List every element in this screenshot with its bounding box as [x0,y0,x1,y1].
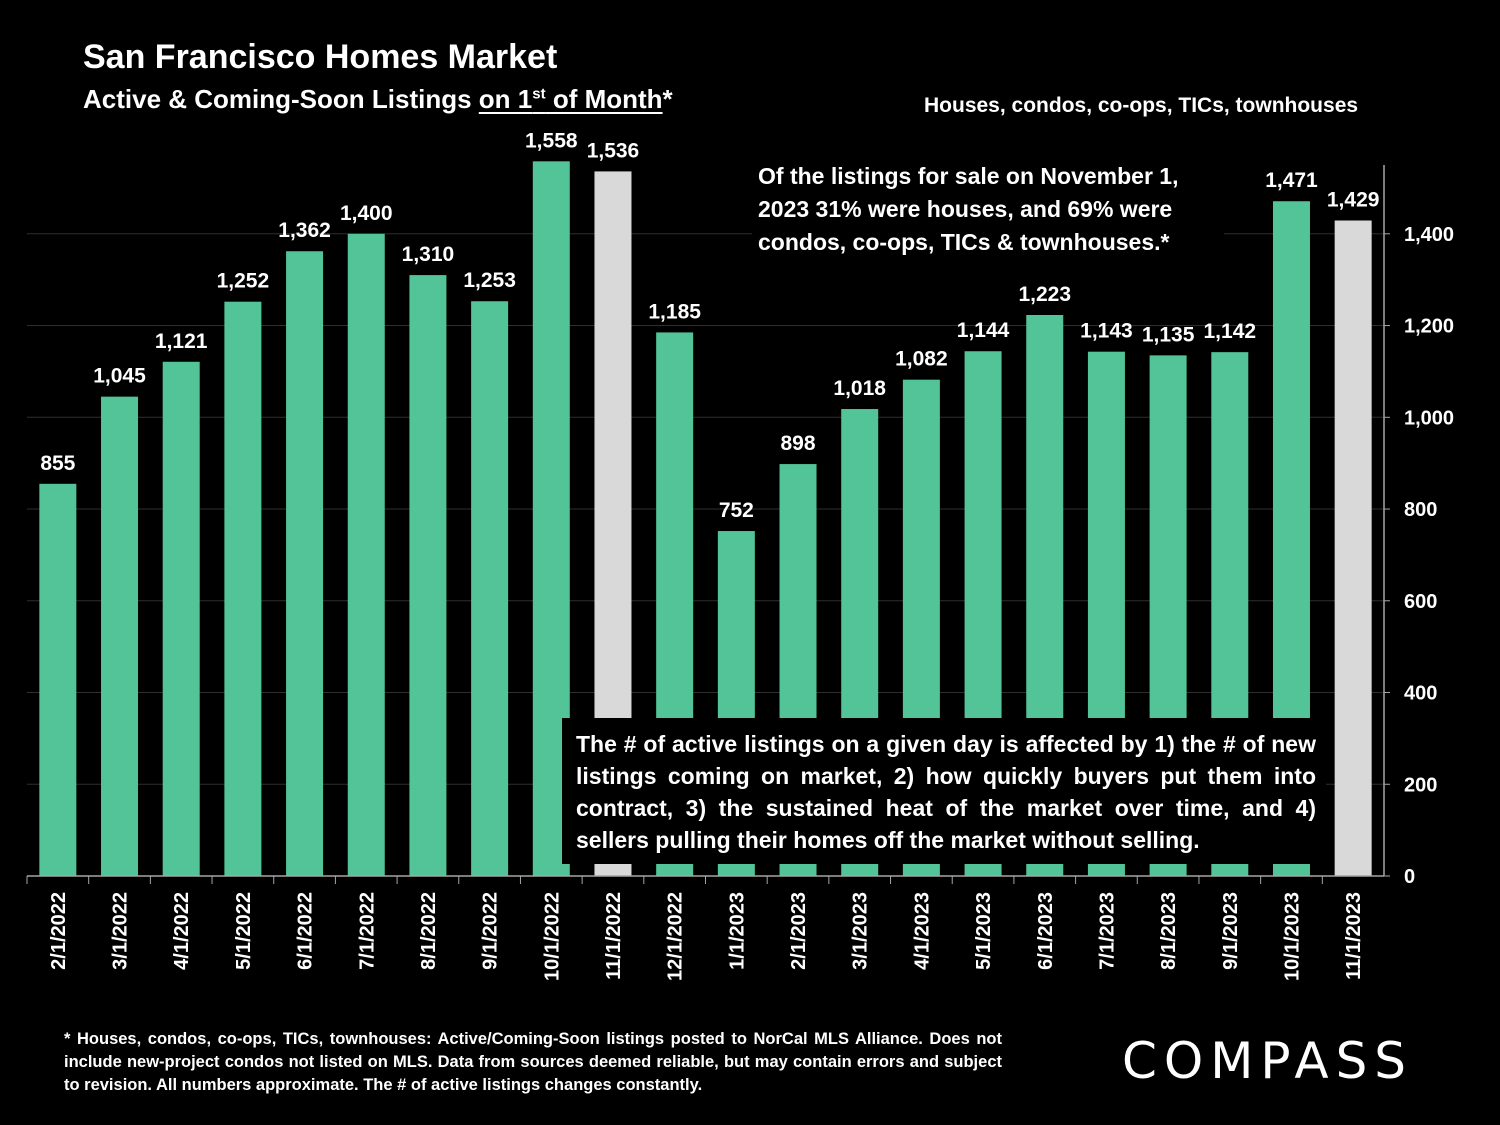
value-label: 1,082 [895,348,948,371]
x-tick-label: 10/1/2022 [541,892,563,981]
chart-subtitle: Active & Coming-Soon Listings on 1st of … [83,84,673,114]
x-tick-label: 7/1/2023 [1096,892,1118,970]
value-label: 1,135 [1142,323,1195,346]
bar [286,251,324,876]
y-tick-label: 0 [1404,866,1415,888]
y-tick-label: 1,000 [1404,407,1454,429]
x-tick-label: 9/1/2023 [1220,892,1242,970]
chart-title: San Francisco Homes Market [83,38,558,76]
value-label: 1,252 [217,270,270,293]
bar [162,361,200,876]
x-tick-label: 5/1/2022 [233,892,255,970]
x-tick-label: 2/1/2023 [788,892,810,970]
x-tick-label: 11/1/2022 [603,892,625,980]
x-tick-label: 8/1/2022 [418,892,440,970]
y-tick-label: 200 [1404,774,1437,796]
property-mix-note: Of the listings for sale on November 1, … [752,160,1224,259]
x-tick-label: 5/1/2023 [973,892,995,970]
x-tick-label: 10/1/2023 [1281,892,1303,981]
x-tick-label: 3/1/2022 [110,892,132,970]
x-tick-label: 12/1/2022 [665,892,687,981]
bar [409,275,447,876]
value-label: 1,536 [587,139,640,162]
x-tick-label: 4/1/2022 [171,892,193,970]
bar [471,301,509,876]
x-tick-label: 7/1/2022 [356,892,378,970]
value-label: 1,121 [155,330,208,353]
x-tick-label: 2/1/2022 [48,892,70,970]
value-label: 1,223 [1018,283,1071,306]
value-label: 1,429 [1327,189,1380,212]
y-axis: 0 200 400 600 800 1,000 1,200 1,400 [27,165,1454,888]
x-tick-label: 11/1/2023 [1343,892,1365,980]
bar [347,233,385,876]
footnote: * Houses, condos, co-ops, TICs, townhous… [64,1030,1002,1094]
bar [101,396,139,876]
value-label: 1,558 [525,129,578,152]
scope-label: Houses, condos, co-ops, TICs, townhouses [924,94,1359,117]
y-tick-label: 1,400 [1404,224,1454,246]
compass-logo: COMPASS [1122,1032,1414,1090]
x-tick-labels: 2/1/2022 3/1/2022 4/1/2022 5/1/2022 6/1/2022… [26,876,1365,981]
x-tick-label: 8/1/2023 [1158,892,1180,970]
bar [224,301,262,876]
value-label: 1,310 [402,243,455,266]
y-tick-label: 400 [1404,683,1437,705]
bar [1334,220,1372,876]
value-label: 855 [40,452,75,475]
value-label: 1,144 [957,319,1010,342]
x-tick-label: 1/1/2023 [726,892,748,970]
value-label: 898 [780,432,815,455]
y-tick-label: 800 [1404,499,1437,521]
value-label: 1,253 [463,269,516,292]
y-tick-label: 600 [1404,591,1437,613]
x-tick-label: 4/1/2023 [911,892,933,970]
value-label: 1,142 [1204,320,1257,343]
value-label: 1,471 [1265,169,1318,192]
value-labels: 855 1,045 1,121 1,252 1,362 1,400 1,310 1,253 1,… [40,129,1379,522]
value-label: 1,400 [340,202,393,225]
bar [39,483,77,876]
value-label: 1,185 [648,300,701,323]
x-tick-label: 9/1/2022 [480,892,502,970]
value-label: 1,143 [1080,320,1133,343]
value-label: 1,045 [93,365,146,388]
x-tick-label: 6/1/2023 [1035,892,1057,970]
x-tick-label: 3/1/2023 [850,892,872,970]
value-label: 1,018 [833,377,886,400]
listings-factors-note: The # of active listings on a given day … [562,718,1326,864]
y-tick-label: 1,200 [1404,316,1454,338]
value-label: 752 [719,499,754,522]
x-tick-label: 6/1/2022 [295,892,317,970]
value-label: 1,362 [278,219,331,242]
